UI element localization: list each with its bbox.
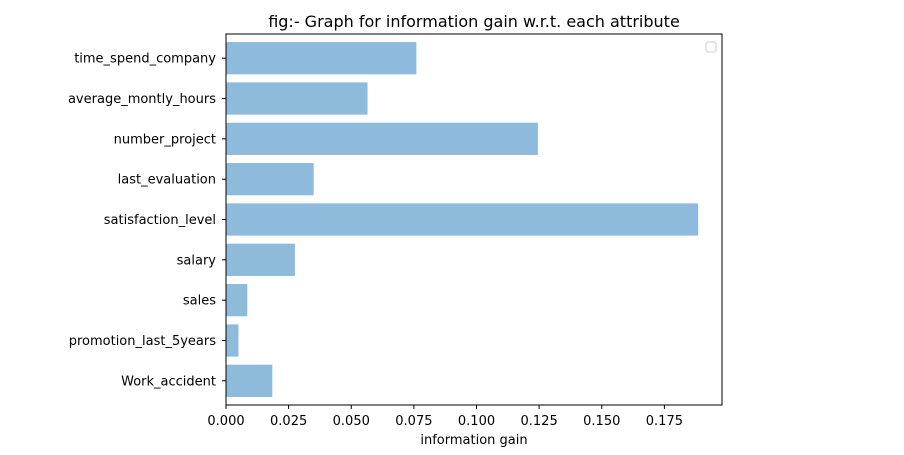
bar-last_evaluation xyxy=(226,163,314,196)
y-tick-label: sales xyxy=(183,294,216,309)
x-tick-label: 0.100 xyxy=(458,414,495,429)
bar-sales xyxy=(226,284,248,317)
bar-salary xyxy=(226,243,295,276)
bar-satisfaction_level xyxy=(226,203,699,236)
y-tick-label: satisfaction_level xyxy=(104,213,216,228)
x-tick-label: 0.000 xyxy=(207,414,244,429)
bar-time_spend_company xyxy=(226,42,417,75)
bars-group xyxy=(226,42,699,397)
x-tick-label: 0.125 xyxy=(521,414,558,429)
y-axis-ticks: time_spend_company average_montly_hoursnu… xyxy=(68,52,226,389)
bar-average_montly_hours xyxy=(226,82,368,115)
x-axis-ticks: 0.000 0.025 0.050 0.075 0.100 0.125 0.150 0.175 xyxy=(207,405,683,429)
bar-number_project xyxy=(226,122,538,155)
x-axis-label: information gain xyxy=(420,433,527,448)
x-tick-label: 0.175 xyxy=(646,414,683,429)
x-tick-label: 0.050 xyxy=(333,414,370,429)
y-tick-label: last_evaluation xyxy=(118,173,216,188)
x-tick-label: 0.150 xyxy=(583,414,620,429)
y-tick-label: time_spend_company xyxy=(74,52,216,67)
chart-title: fig:- Graph for information gain w.r.t. … xyxy=(268,12,680,31)
y-tick-label: Work_accident xyxy=(121,374,216,389)
y-tick-label: promotion_last_5years xyxy=(69,334,217,349)
x-tick-label: 0.075 xyxy=(395,414,432,429)
legend-box xyxy=(705,41,717,53)
bar-promotion_last_5years xyxy=(226,324,239,357)
bar-Work_accident xyxy=(226,364,273,397)
y-tick-label: average_montly_hours xyxy=(68,92,216,107)
y-tick-label: salary xyxy=(177,253,217,268)
y-tick-label: number_project xyxy=(114,132,216,147)
x-tick-label: 0.025 xyxy=(270,414,307,429)
